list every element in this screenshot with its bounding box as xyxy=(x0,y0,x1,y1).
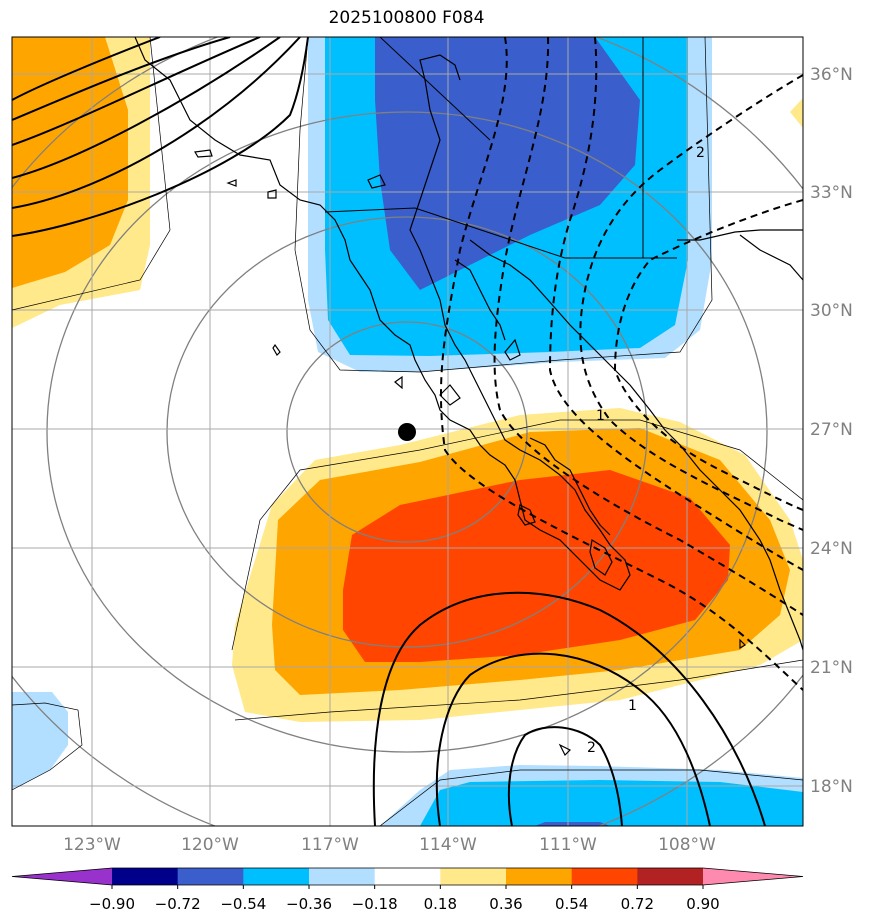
lon-tick-labels: 123°W 120°W 117°W 114°W 111°W 108°W xyxy=(63,835,716,855)
lat-tick-label: 24°N xyxy=(810,539,853,559)
contour-label: 1 xyxy=(628,698,637,714)
lon-tick-label: 108°W xyxy=(658,835,716,855)
colorbar-tick-label: 0.18 xyxy=(424,895,457,913)
lat-tick-label: 30°N xyxy=(810,301,853,321)
colorbar-segment xyxy=(440,868,507,885)
lon-tick-label: 120°W xyxy=(181,835,239,855)
political-borders xyxy=(324,37,677,259)
colorbar-tick-label: −0.72 xyxy=(155,895,201,913)
colorbar-segment xyxy=(309,868,376,885)
lon-tick-label: 111°W xyxy=(539,835,597,855)
colorbar-tick-label: 0.54 xyxy=(555,895,588,913)
colorbar-tick-label: −0.54 xyxy=(220,895,266,913)
colorbar: −0.90 −0.72 −0.54 −0.36 −0.18 0.18 0.36 0.54 0.7… xyxy=(11,867,804,913)
colorbar-tick-label: 0.90 xyxy=(686,895,719,913)
lat-tick-label: 27°N xyxy=(810,420,853,440)
neg-anomaly-light-sw xyxy=(12,692,68,790)
colorbar-tick-label: 0.36 xyxy=(489,895,522,913)
pos-anomaly-mid-nw xyxy=(12,37,128,288)
pos-anomaly-strong-central xyxy=(343,470,730,662)
distance-rings xyxy=(12,37,803,826)
lat-tick-label: 33°N xyxy=(810,183,853,203)
contour-label: 2 xyxy=(587,740,596,756)
colorbar-tick-label: −0.18 xyxy=(352,895,398,913)
colorbar-segment xyxy=(637,868,704,885)
neg-anomaly-strong-north xyxy=(375,37,640,290)
lat-tick-label: 18°N xyxy=(810,777,853,797)
storm-center-dot[interactable] xyxy=(398,423,416,441)
lat-tick-label: 36°N xyxy=(810,65,853,85)
lon-tick-label: 123°W xyxy=(63,835,121,855)
map-title: 2025100800 F084 xyxy=(328,8,485,28)
colorbar-extend-max xyxy=(703,868,803,885)
colorbar-tick-label: 0.72 xyxy=(621,895,654,913)
neg-anomaly-strong-south xyxy=(535,822,610,826)
colorbar-segment xyxy=(571,868,638,885)
contour-label: 1 xyxy=(596,408,605,424)
colorbar-tick-label: −0.36 xyxy=(286,895,332,913)
colorbar-segment xyxy=(506,868,573,885)
colorbar-segment xyxy=(112,868,179,885)
thin-boundary-lines xyxy=(12,37,803,826)
neg-anomaly-mid-south xyxy=(420,780,803,826)
solid-contours xyxy=(12,37,766,826)
colorbar-extend-min xyxy=(12,868,112,885)
contour-label: 2 xyxy=(696,145,705,161)
map-frame xyxy=(11,36,804,827)
lat-tick-label: 21°N xyxy=(810,658,853,678)
colorbar-segment xyxy=(177,868,244,885)
map-area[interactable]: 2 1 1 2 xyxy=(0,2,873,862)
colorbar-segment xyxy=(243,868,310,885)
colorbar-tick-label: −0.90 xyxy=(89,895,135,913)
lon-tick-label: 114°W xyxy=(419,835,477,855)
dashed-contours xyxy=(439,37,803,691)
lat-tick-labels: 36°N 33°N 30°N 27°N 24°N 21°N 18°N xyxy=(810,65,853,797)
pos-anomaly-small-east xyxy=(790,98,803,128)
colorbar-segment xyxy=(374,868,441,885)
lon-tick-label: 117°W xyxy=(301,835,359,855)
